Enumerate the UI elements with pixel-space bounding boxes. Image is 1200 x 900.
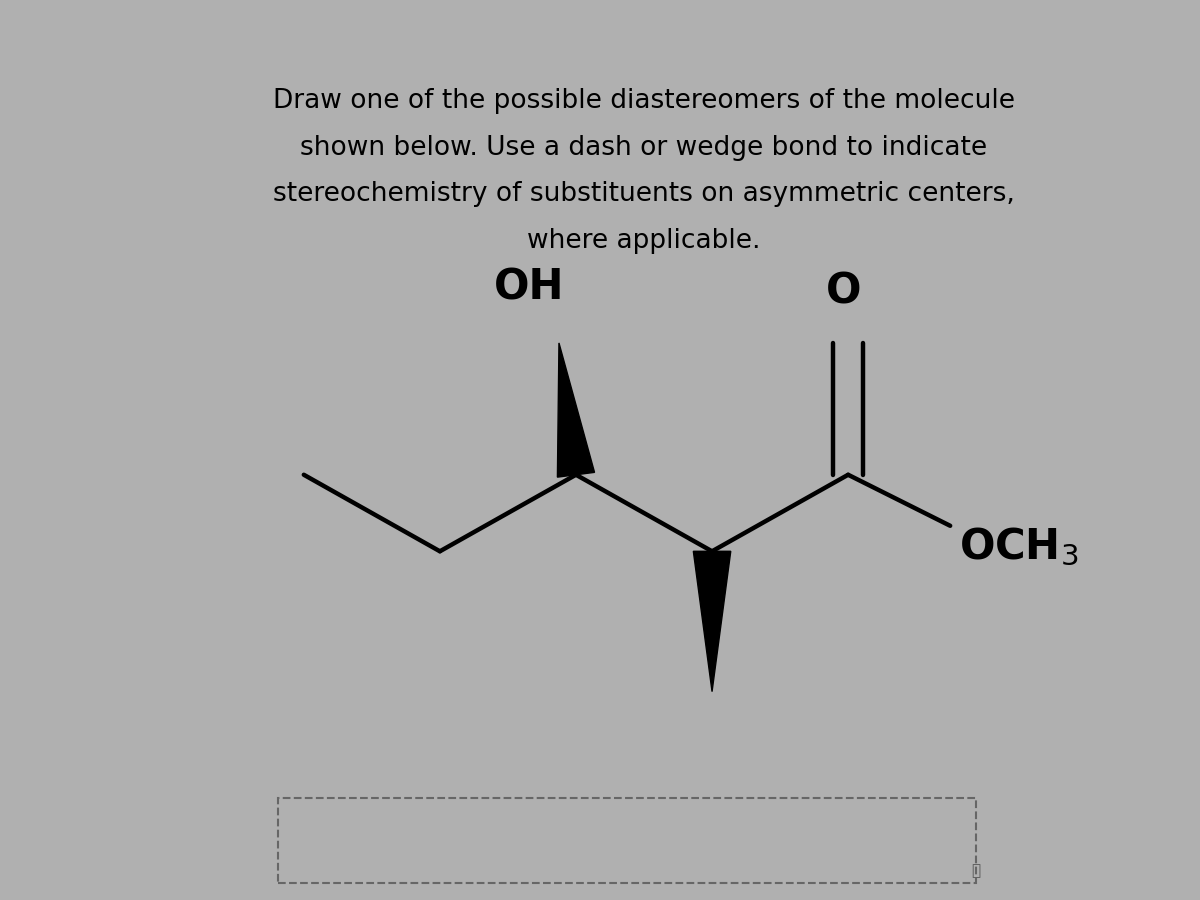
Text: Draw one of the possible diastereomers of the molecule: Draw one of the possible diastereomers o… bbox=[274, 88, 1015, 113]
Text: O: O bbox=[826, 271, 862, 313]
Text: where applicable.: where applicable. bbox=[527, 228, 761, 254]
Polygon shape bbox=[558, 343, 594, 477]
Text: shown below. Use a dash or wedge bond to indicate: shown below. Use a dash or wedge bond to… bbox=[300, 135, 988, 160]
Text: 🔍: 🔍 bbox=[971, 863, 980, 878]
Text: OCH$_3$: OCH$_3$ bbox=[959, 526, 1078, 568]
Text: stereochemistry of substituents on asymmetric centers,: stereochemistry of substituents on asymm… bbox=[274, 181, 1015, 207]
Text: OH: OH bbox=[494, 266, 564, 309]
Polygon shape bbox=[694, 552, 731, 691]
Bar bbox=[278, 798, 976, 883]
